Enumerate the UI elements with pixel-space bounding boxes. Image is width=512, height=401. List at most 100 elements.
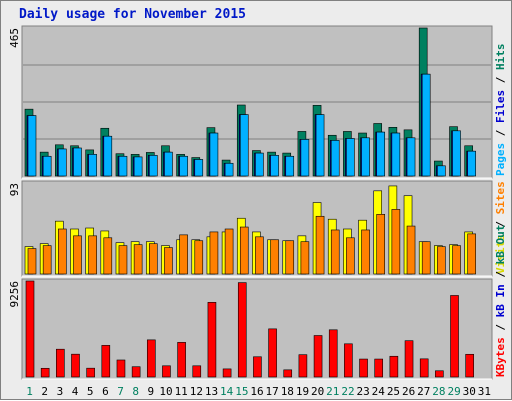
bar-sites-day-29 bbox=[452, 245, 461, 275]
bar-kbytes-day-21 bbox=[328, 329, 338, 378]
day-label-2: 2 bbox=[41, 385, 48, 398]
bar-kbytes-day-8 bbox=[131, 366, 141, 378]
day-label-27: 27 bbox=[417, 385, 430, 398]
bar-pages-day-12 bbox=[194, 159, 204, 177]
day-label-17: 17 bbox=[266, 385, 279, 398]
bar-sites-day-30 bbox=[467, 233, 476, 275]
bar-kbytes-day-23 bbox=[359, 358, 368, 378]
bar-kbytes-day-11 bbox=[177, 342, 186, 378]
day-label-15: 15 bbox=[235, 385, 248, 398]
day-label-23: 23 bbox=[357, 385, 370, 398]
bar-kbytes-day-27 bbox=[419, 358, 429, 378]
bar-kbytes-day-1 bbox=[25, 280, 35, 378]
bar-sites-day-21 bbox=[330, 229, 340, 275]
day-label-20: 20 bbox=[311, 385, 324, 398]
bar-pages-day-6 bbox=[103, 135, 113, 177]
day-label-30: 30 bbox=[463, 385, 476, 398]
bar-kbytes-day-9 bbox=[146, 339, 156, 378]
bar-sites-day-24 bbox=[376, 214, 386, 275]
bar-pages-day-5 bbox=[88, 154, 97, 177]
bar-sites-day-5 bbox=[88, 235, 97, 275]
legend-label: kB Out bbox=[494, 225, 507, 265]
bar-pages-day-11 bbox=[179, 155, 188, 177]
day-label-9: 9 bbox=[148, 385, 155, 398]
bar-pages-day-13 bbox=[209, 132, 219, 177]
bar-sites-day-26 bbox=[406, 225, 416, 275]
day-label-7: 7 bbox=[117, 385, 124, 398]
bar-kbytes-day-10 bbox=[162, 365, 171, 378]
panel-sites-visits-legend: Visits / Sites bbox=[494, 181, 507, 274]
legend-label: / bbox=[494, 264, 507, 284]
bar-sites-day-1 bbox=[27, 248, 37, 275]
legend-label: KBytes bbox=[494, 337, 507, 377]
day-label-29: 29 bbox=[447, 385, 460, 398]
bar-sites-day-3 bbox=[58, 228, 67, 275]
panel-hits-files-pages-legend: Pages / Files / Hits bbox=[494, 44, 507, 177]
day-label-19: 19 bbox=[296, 385, 309, 398]
day-label-28: 28 bbox=[432, 385, 445, 398]
panel-kbytes-legend: KBytes / kB In / kB Out bbox=[494, 225, 507, 377]
bar-sites-day-7 bbox=[118, 245, 128, 275]
legend-label: / bbox=[494, 70, 507, 90]
legend-label: Visits bbox=[494, 234, 507, 274]
legend-label: Hits bbox=[494, 44, 507, 71]
bar-kbytes-day-5 bbox=[86, 367, 95, 378]
day-label-8: 8 bbox=[132, 385, 139, 398]
bar-kbytes-day-4 bbox=[71, 353, 80, 378]
bar-kbytes-day-6 bbox=[101, 345, 111, 378]
bar-sites-day-16 bbox=[255, 236, 264, 275]
bar-pages-day-7 bbox=[118, 155, 128, 177]
bar-sites-day-27 bbox=[421, 241, 431, 275]
bar-kbytes-day-28 bbox=[435, 370, 444, 378]
bar-sites-day-28 bbox=[437, 246, 446, 275]
panel-hits-files-pages-ymax-label: 465 bbox=[8, 28, 21, 48]
legend-label: kB In bbox=[494, 284, 507, 317]
bar-pages-day-22 bbox=[346, 138, 355, 177]
bar-sites-day-8 bbox=[133, 244, 143, 275]
chart-title: Daily usage for November 2015 bbox=[19, 7, 246, 22]
bar-pages-day-30 bbox=[467, 150, 476, 177]
day-label-4: 4 bbox=[72, 385, 79, 398]
bar-kbytes-day-2 bbox=[40, 367, 50, 378]
bar-sites-day-22 bbox=[346, 237, 355, 275]
bar-pages-day-19 bbox=[300, 139, 310, 177]
day-label-11: 11 bbox=[175, 385, 188, 398]
bar-sites-day-19 bbox=[300, 241, 310, 275]
day-label-13: 13 bbox=[205, 385, 218, 398]
bar-sites-day-25 bbox=[391, 209, 401, 275]
day-label-12: 12 bbox=[190, 385, 203, 398]
day-label-10: 10 bbox=[159, 385, 172, 398]
bar-kbytes-day-20 bbox=[313, 335, 323, 378]
day-label-14: 14 bbox=[220, 385, 234, 398]
bar-sites-day-18 bbox=[285, 240, 295, 275]
bar-pages-day-25 bbox=[391, 132, 401, 177]
bar-pages-day-23 bbox=[361, 137, 370, 177]
bar-sites-day-13 bbox=[209, 231, 219, 275]
bar-kbytes-day-16 bbox=[253, 356, 262, 378]
bar-kbytes-day-15 bbox=[237, 282, 247, 378]
bar-sites-day-4 bbox=[73, 235, 82, 275]
bar-sites-day-15 bbox=[239, 226, 249, 275]
day-label-26: 26 bbox=[402, 385, 415, 398]
bar-sites-day-2 bbox=[42, 245, 52, 275]
bar-sites-day-10 bbox=[164, 247, 173, 275]
legend-label: Pages bbox=[494, 143, 507, 176]
day-label-22: 22 bbox=[341, 385, 354, 398]
bar-pages-day-9 bbox=[148, 155, 158, 177]
bar-kbytes-day-7 bbox=[116, 359, 126, 378]
bar-pages-day-10 bbox=[164, 151, 173, 177]
day-label-25: 25 bbox=[387, 385, 400, 398]
bar-pages-day-14 bbox=[224, 162, 234, 177]
bar-kbytes-day-29 bbox=[450, 295, 459, 378]
legend-label: Sites bbox=[494, 181, 507, 214]
bar-kbytes-day-30 bbox=[465, 353, 474, 378]
day-label-6: 6 bbox=[102, 385, 109, 398]
legend-label: / bbox=[494, 123, 507, 143]
day-label-16: 16 bbox=[250, 385, 263, 398]
day-label-18: 18 bbox=[281, 385, 294, 398]
bar-kbytes-day-19 bbox=[298, 354, 308, 378]
bar-kbytes-day-12 bbox=[192, 365, 202, 378]
legend-label: / bbox=[494, 214, 507, 234]
day-label-21: 21 bbox=[326, 385, 339, 398]
bar-sites-day-6 bbox=[103, 237, 113, 275]
